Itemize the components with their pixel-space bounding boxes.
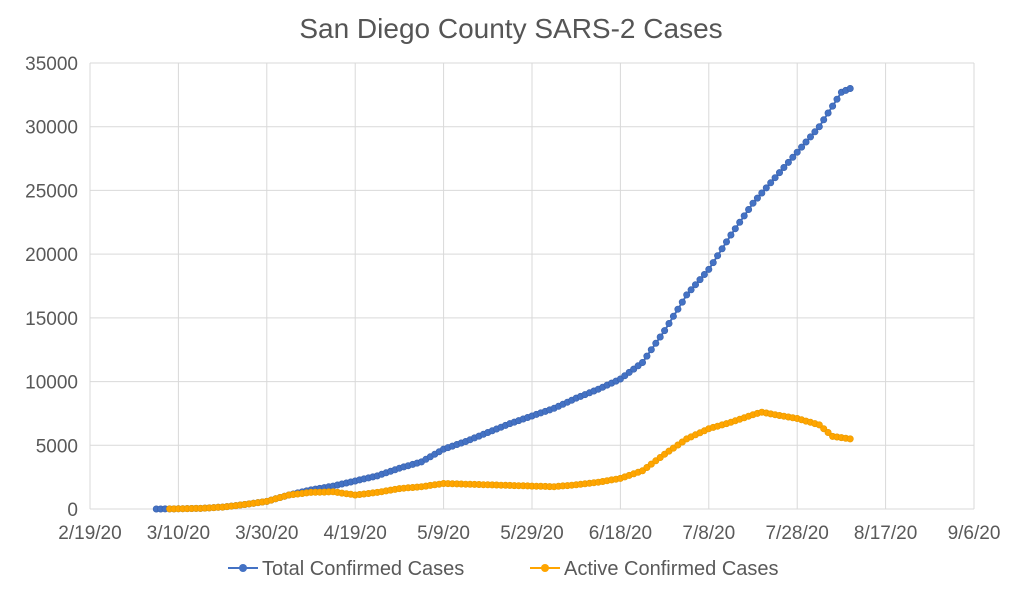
data-point [718, 245, 726, 253]
legend-swatch-marker [239, 564, 247, 572]
x-tick-label: 7/28/20 [765, 523, 828, 544]
data-point [846, 85, 854, 93]
legend-entry: Active Confirmed Cases [530, 558, 779, 580]
y-tick-label: 15000 [25, 309, 78, 330]
data-point [829, 102, 837, 110]
data-point [820, 116, 828, 124]
data-point [700, 270, 708, 278]
y-tick-label: 5000 [36, 436, 78, 457]
data-point [661, 327, 669, 335]
data-point [749, 199, 757, 207]
x-tick-label: 4/19/20 [323, 523, 386, 544]
data-point [824, 428, 832, 436]
data-point [691, 281, 699, 289]
data-point [678, 298, 686, 306]
x-tick-label: 6/18/20 [589, 523, 652, 544]
data-point [811, 128, 819, 136]
data-point [740, 212, 748, 220]
x-tick-label: 3/30/20 [235, 523, 298, 544]
legend-entry: Total Confirmed Cases [228, 558, 464, 580]
grid [89, 62, 975, 510]
data-point [775, 169, 783, 177]
data-point [709, 259, 717, 267]
legend-swatch-marker [541, 564, 549, 572]
x-tick-label: 2/19/20 [58, 523, 121, 544]
y-tick-label: 20000 [25, 245, 78, 266]
data-point [647, 346, 655, 354]
x-tick-label: 7/8/20 [682, 523, 735, 544]
x-tick-label: 5/9/20 [417, 523, 470, 544]
y-tick-label: 35000 [25, 54, 78, 75]
y-tick-label: 10000 [25, 373, 78, 394]
data-point [798, 143, 806, 151]
data-point [643, 352, 651, 360]
data-point [780, 164, 788, 172]
data-point [731, 225, 739, 233]
data-point [638, 358, 646, 366]
data-point [784, 158, 792, 166]
data-point [665, 319, 673, 327]
data-point [652, 339, 660, 347]
data-point [669, 312, 677, 320]
tick-labels: 0 5000 10000 15000 20000 25000 30000 35000 2/19/… [25, 54, 1000, 544]
data-point [815, 123, 823, 131]
data-point [758, 189, 766, 197]
data-point [714, 252, 722, 260]
data-point [793, 148, 801, 156]
data-point [802, 138, 810, 146]
data-point [762, 184, 770, 192]
data-point [767, 179, 775, 187]
data-point [745, 206, 753, 214]
data-point [806, 133, 814, 141]
data-point [722, 238, 730, 246]
data-point [824, 109, 832, 117]
y-tick-label: 0 [67, 500, 78, 521]
data-point [815, 421, 823, 429]
data-point [705, 265, 713, 273]
y-tick-label: 25000 [25, 181, 78, 202]
data-point [846, 435, 854, 443]
data-point [683, 291, 691, 299]
x-tick-label: 9/6/20 [948, 523, 1001, 544]
legend-label: Active Confirmed Cases [564, 558, 779, 580]
data-point [674, 305, 682, 313]
data-point [753, 194, 761, 202]
chart-title: San Diego County SARS-2 Cases [299, 13, 722, 44]
series-layer [152, 85, 854, 513]
data-point [727, 231, 735, 239]
data-point [687, 286, 695, 294]
data-point [833, 95, 841, 103]
data-point [820, 425, 828, 433]
data-point [771, 174, 779, 182]
data-point [789, 153, 797, 161]
legend: Total Confirmed Cases Active Confirmed Ca… [228, 558, 779, 580]
x-tick-label: 5/29/20 [500, 523, 563, 544]
legend-label: Total Confirmed Cases [262, 558, 464, 580]
y-tick-label: 30000 [25, 118, 78, 139]
x-tick-label: 3/10/20 [147, 523, 210, 544]
data-point [696, 276, 704, 284]
x-tick-label: 8/17/20 [854, 523, 917, 544]
data-point [736, 218, 744, 226]
data-point [656, 333, 664, 341]
series-active-confirmed [166, 408, 854, 513]
